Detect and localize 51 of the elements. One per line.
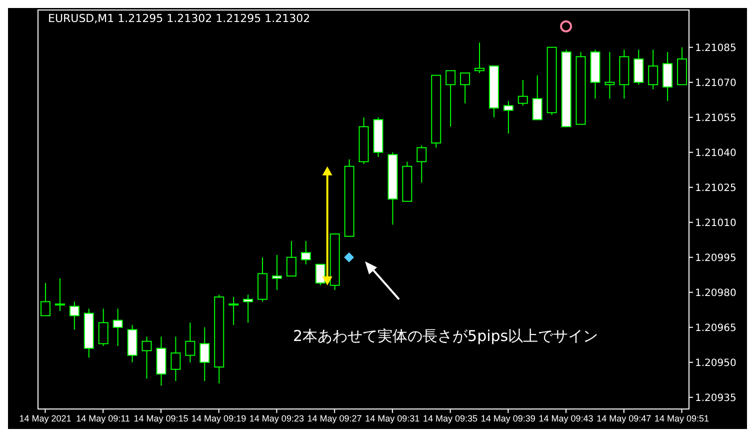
x-tick-label: 14 May 09:39 xyxy=(480,413,536,424)
x-tick-label: 14 May 09:35 xyxy=(423,413,478,424)
chart-title: EURUSD,M1 1.21295 1.21302 1.21295 1.21302 xyxy=(48,12,310,25)
candlestick xyxy=(532,74,542,120)
y-tick-label: 1.21025 xyxy=(695,182,736,194)
y-tick-label: 1.20965 xyxy=(695,322,736,334)
y-tick-label: 1.21085 xyxy=(695,42,736,54)
candlestick xyxy=(228,296,239,326)
y-tick-label: 1.21040 xyxy=(695,148,736,159)
candlestick xyxy=(142,336,152,380)
y-tick-label: 1.20995 xyxy=(695,252,736,264)
y-tick-label: 1.21010 xyxy=(695,218,736,229)
candlestick xyxy=(286,240,296,276)
candlestick xyxy=(604,52,615,100)
candlestick xyxy=(98,308,108,346)
candlestick xyxy=(54,278,65,312)
candlestick xyxy=(662,52,673,102)
candlestick xyxy=(474,42,484,74)
y-tick-label: 1.21055 xyxy=(695,112,736,124)
x-tick-label: 14 May 09:19 xyxy=(192,413,246,424)
y-tick-label: 1.20950 xyxy=(695,358,736,369)
x-tick-label: 14 May 09:27 xyxy=(307,413,362,424)
candlestick xyxy=(460,72,470,104)
candlestick xyxy=(200,326,210,382)
candlestick xyxy=(300,240,311,265)
y-tick-label: 1.20935 xyxy=(695,392,736,404)
candlestick xyxy=(634,49,644,86)
candlestick xyxy=(518,80,528,106)
y-tick-label: 1.21070 xyxy=(695,78,736,89)
x-tick-label: 14 May 2021 xyxy=(19,413,72,424)
annotation: 2本あわせて実体の長さが5pips以上でサイン xyxy=(293,327,598,345)
x-tick-label: 14 May 09:51 xyxy=(654,413,710,424)
x-tick-label: 14 May 09:43 xyxy=(538,413,594,424)
candlestick xyxy=(315,264,326,286)
candlestick xyxy=(416,144,427,184)
candlestick xyxy=(40,282,50,316)
x-tick-label: 14 May 09:15 xyxy=(134,413,188,424)
x-tick-label: 14 May 09:23 xyxy=(249,413,304,424)
x-tick-label: 14 May 09:11 xyxy=(76,413,130,424)
x-tick-label: 14 May 09:31 xyxy=(365,413,420,424)
candlestick xyxy=(243,294,254,324)
x-tick-label: 14 May 09:47 xyxy=(596,413,652,424)
candlestick xyxy=(185,322,196,363)
candlestick xyxy=(446,70,456,128)
candlestick xyxy=(503,100,514,134)
y-tick-label: 1.20980 xyxy=(695,288,736,299)
candlestick xyxy=(272,254,282,290)
candlestick xyxy=(112,308,123,346)
candlestick xyxy=(648,49,658,90)
candlestick xyxy=(170,336,181,382)
candlestick xyxy=(69,301,80,330)
